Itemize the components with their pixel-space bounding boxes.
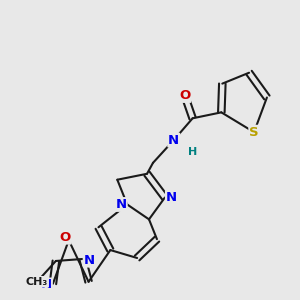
Text: O: O [60,231,71,244]
Text: H: H [188,147,197,157]
Text: N: N [168,134,179,147]
Text: CH₃: CH₃ [26,277,48,287]
Text: S: S [249,126,259,139]
Text: N: N [41,278,52,291]
Text: N: N [84,254,95,267]
Text: N: N [116,198,127,211]
Text: O: O [179,89,190,102]
Text: N: N [166,191,177,204]
